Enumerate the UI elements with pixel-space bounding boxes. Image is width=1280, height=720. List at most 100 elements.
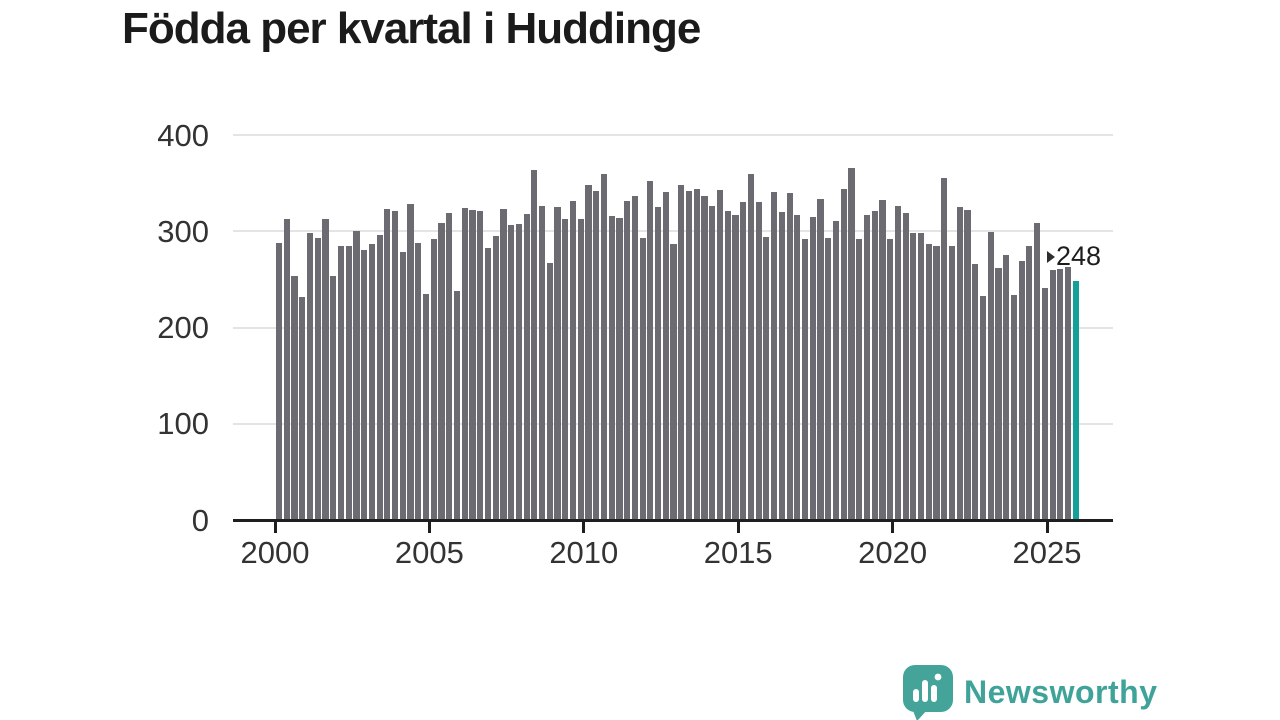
bar	[384, 209, 391, 520]
bar	[508, 225, 515, 520]
bar	[415, 242, 422, 520]
bar	[353, 231, 360, 520]
chart-title: Födda per kvartal i Huddinge	[122, 4, 701, 53]
bar	[685, 190, 693, 520]
bar	[337, 245, 345, 520]
y-axis-label: 300	[157, 213, 209, 249]
bar	[987, 232, 994, 520]
x-axis-tick	[1045, 521, 1049, 533]
gridline-y-300	[233, 230, 1113, 233]
bar	[964, 210, 971, 520]
x-axis-label: 2015	[703, 535, 773, 570]
bar	[577, 218, 584, 520]
bar	[716, 189, 724, 520]
y-axis-label: 400	[157, 117, 209, 153]
bar	[616, 217, 623, 520]
bar	[407, 204, 414, 520]
bar	[1018, 261, 1025, 520]
bar	[1026, 245, 1033, 520]
x-axis-label: 2020	[858, 535, 928, 570]
y-axis-label: 200	[157, 310, 209, 345]
bar	[755, 202, 762, 520]
y-axis-label: 0	[191, 502, 209, 538]
bar	[608, 215, 615, 520]
bar	[794, 214, 801, 520]
annotation-arrow-icon	[1047, 250, 1055, 263]
bar	[484, 247, 492, 520]
bar	[306, 233, 314, 520]
newsworthy-logo[interactable]: Newsworthy	[902, 664, 1157, 720]
bar	[670, 243, 677, 520]
bar	[531, 169, 538, 520]
bar	[392, 211, 399, 520]
bar	[453, 290, 461, 520]
bar	[863, 214, 871, 520]
bar	[655, 207, 662, 520]
bar	[461, 208, 468, 520]
bar	[569, 201, 577, 520]
bar	[399, 252, 406, 520]
bar	[1003, 255, 1010, 520]
bar	[446, 212, 453, 520]
bar	[732, 214, 739, 520]
bar	[283, 218, 290, 520]
bar	[956, 207, 963, 520]
x-axis-tick	[273, 521, 277, 533]
bar	[291, 276, 298, 520]
bar	[724, 211, 731, 520]
x-axis-label: 2000	[240, 535, 310, 570]
bar	[786, 192, 793, 520]
bar	[817, 198, 824, 520]
bar	[639, 237, 646, 520]
bar	[593, 190, 600, 520]
gridline-y-400	[233, 134, 1113, 136]
newsworthy-logo-icon	[903, 665, 953, 720]
bar	[778, 212, 785, 520]
x-axis-line	[233, 518, 1113, 522]
bar	[1064, 266, 1072, 520]
x-axis-label: 2005	[394, 535, 464, 570]
bar	[430, 238, 437, 520]
bar	[376, 235, 383, 520]
bar	[848, 167, 855, 520]
latest-value-annotation: 248	[1047, 243, 1101, 270]
bar	[469, 210, 476, 520]
bar	[492, 236, 499, 520]
bar	[972, 263, 979, 520]
newsworthy-logo-text: Newsworthy	[964, 674, 1158, 710]
bar	[1034, 222, 1041, 520]
bar	[740, 202, 747, 520]
bar-highlight-latest	[1072, 281, 1079, 520]
bar	[562, 218, 569, 520]
bar	[538, 206, 546, 520]
bar	[314, 237, 321, 520]
x-axis-tick	[736, 521, 740, 533]
bar	[809, 216, 816, 520]
bar	[631, 195, 638, 520]
bar	[585, 185, 592, 520]
bar	[299, 296, 306, 520]
bar	[361, 249, 368, 520]
x-axis-tick	[891, 521, 895, 533]
bar	[948, 245, 956, 520]
bar	[368, 243, 375, 520]
bar	[546, 263, 553, 520]
bar	[276, 242, 283, 520]
x-axis-tick	[427, 521, 431, 533]
bar	[330, 276, 337, 520]
x-axis-label: 2025	[1012, 535, 1082, 570]
bar	[1057, 268, 1064, 520]
bar	[995, 267, 1002, 520]
bar	[825, 237, 832, 520]
bar	[894, 206, 901, 520]
bar	[1041, 288, 1048, 520]
bar	[933, 245, 940, 520]
bar	[1010, 294, 1017, 520]
bar	[871, 211, 878, 520]
bar	[662, 191, 669, 520]
bar	[438, 222, 445, 520]
bar	[747, 174, 755, 520]
bar	[840, 188, 847, 520]
